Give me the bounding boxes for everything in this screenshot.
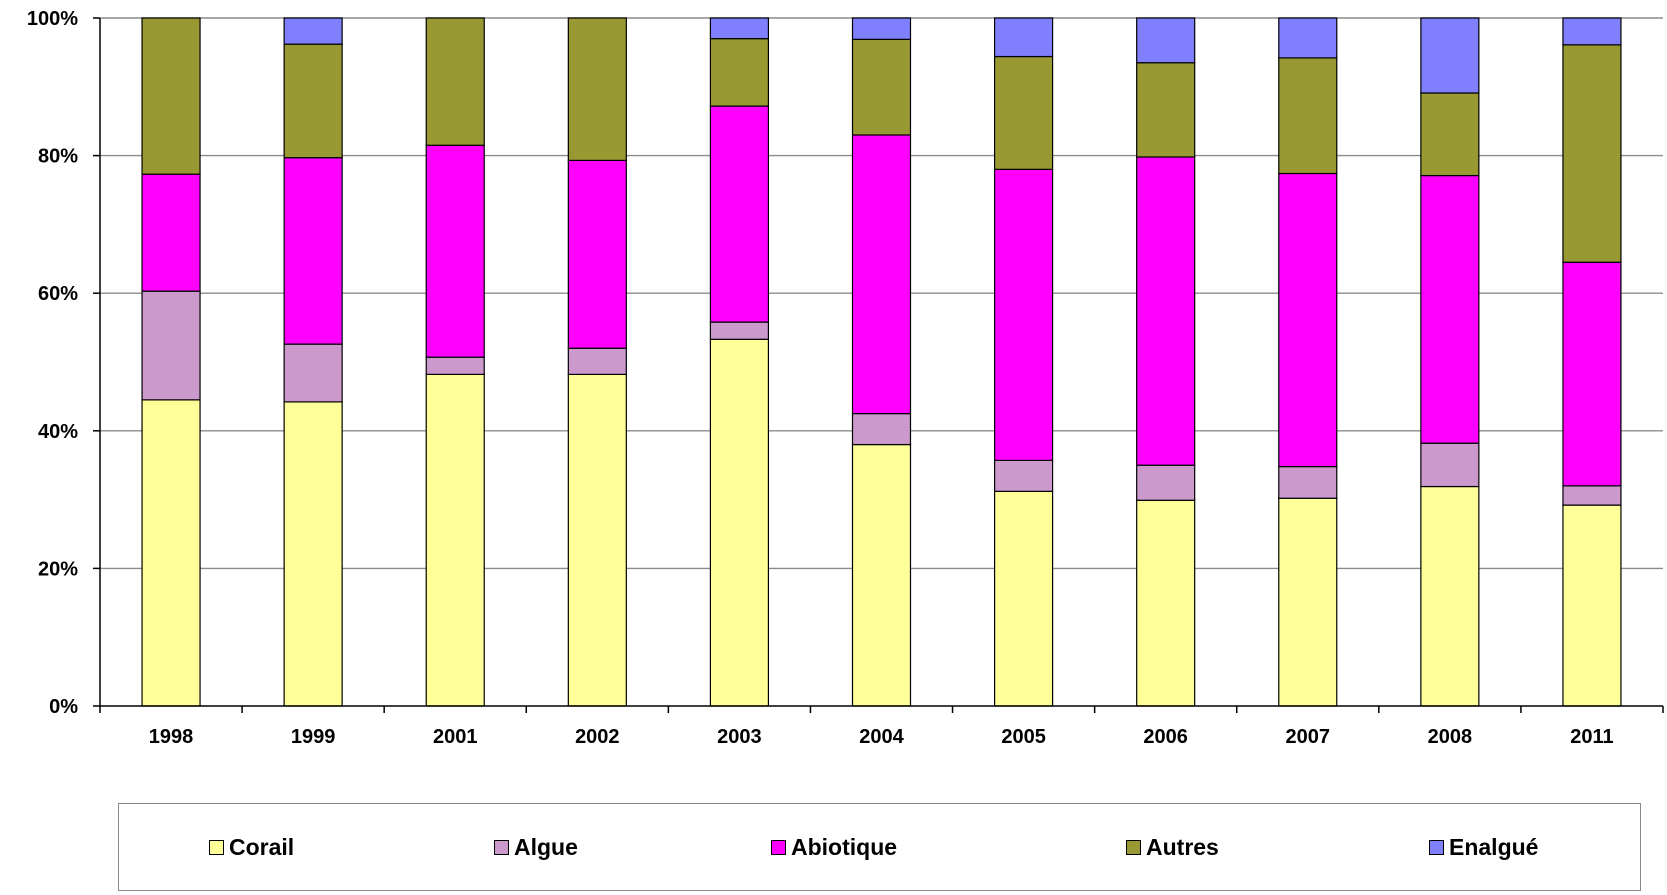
bar-segment-corail-2001: [425, 373, 485, 707]
bar-segment-abiotique-2002: [567, 159, 627, 349]
x-tick-label: 2008: [1428, 726, 1473, 748]
bar-segment-abiotique-1999: [283, 157, 343, 345]
bar-segment-abiotique-2006: [1136, 156, 1196, 466]
bar-segment-corail-2004: [851, 443, 912, 707]
bar-segment-abiotique-2011: [1562, 261, 1622, 487]
bar-segment-enalgue-2011: [1562, 17, 1622, 46]
legend-swatch-algue: [494, 840, 509, 855]
x-tick-label: 2003: [717, 726, 762, 748]
bar-segment-corail-2008: [1420, 485, 1480, 707]
bar-segment-autres-2008: [1420, 92, 1480, 177]
bar-segment-enalgue-2004: [851, 17, 912, 40]
legend: Corail Algue Abiotique Autres Enalgué: [118, 803, 1641, 891]
bar-segment-algue-2003: [709, 321, 770, 340]
bar-segment-algue-1999: [283, 343, 343, 403]
bar-segment-algue-2004: [851, 413, 912, 446]
bar-segment-algue-2006: [1136, 464, 1196, 501]
bar-segment-corail-2003: [709, 338, 770, 707]
y-tick-labels: 0% 20% 40% 60% 80% 100%: [27, 8, 78, 718]
legend-label-enalgue: Enalgué: [1449, 834, 1539, 860]
bar-segment-abiotique-2003: [709, 105, 770, 323]
x-tick-label: 2011: [1570, 726, 1613, 748]
bar-segment-algue-2011: [1562, 485, 1622, 506]
bar-segment-corail-2007: [1278, 497, 1338, 707]
bar-segment-autres-2002: [567, 17, 627, 162]
stacked-bar-chart: 0% 20% 40% 60% 80% 100% 1998 1999 2001 2002 2003 2…: [27, 8, 1664, 748]
bar-segment-enalgue-2005: [993, 17, 1054, 58]
axes: [93, 17, 1664, 713]
bar-segment-abiotique-2001: [425, 144, 485, 358]
legend-swatch-enalgue: [1429, 840, 1444, 855]
bar-segment-algue-1998: [141, 290, 201, 401]
x-tick-label: 2005: [1001, 726, 1046, 748]
bar-segment-enalgue-2006: [1136, 17, 1196, 64]
legend-label-autres: Autres: [1146, 834, 1219, 860]
legend-swatch-abiotique: [771, 840, 786, 855]
x-tick-label: 2007: [1286, 726, 1331, 748]
y-tick-label: 100%: [27, 8, 78, 30]
bar-segment-algue-2008: [1420, 442, 1480, 488]
x-tick-label: 2001: [433, 726, 478, 748]
bars: [141, 17, 1622, 707]
legend-item-corail: Corail: [209, 834, 294, 861]
legend-label-abiotique: Abiotique: [791, 834, 898, 860]
y-tick-label: 0%: [49, 696, 78, 718]
bar-segment-autres-2006: [1136, 62, 1196, 158]
bar-segment-enalgue-2003: [709, 17, 770, 40]
bar-segment-enalgue-1999: [283, 17, 343, 45]
y-tick-label: 80%: [38, 146, 78, 168]
legend-item-algue: Algue: [494, 834, 578, 861]
x-tick-label: 1999: [291, 726, 336, 748]
bar-segment-autres-2004: [851, 38, 912, 136]
bar-segment-algue-2005: [993, 459, 1054, 492]
bar-segment-corail-1999: [283, 401, 343, 707]
legend-swatch-autres: [1126, 840, 1141, 855]
bar-segment-abiotique-2007: [1278, 172, 1338, 468]
legend-item-autres: Autres: [1126, 834, 1219, 861]
bar-segment-enalgue-2008: [1420, 17, 1480, 94]
bar-segment-autres-2001: [425, 17, 485, 146]
bar-segment-corail-2005: [993, 490, 1054, 707]
x-tick-labels: 1998 1999 2001 2002 2003 2004 2005 2006 2007 2008…: [149, 726, 1614, 748]
bar-segment-corail-2002: [567, 373, 627, 707]
bar-segment-autres-2007: [1278, 57, 1338, 175]
y-tick-label: 20%: [38, 558, 78, 580]
x-tick-label: 1998: [149, 726, 194, 748]
bar-segment-abiotique-2004: [851, 134, 912, 415]
bar-segment-autres-2003: [709, 38, 770, 107]
bar-segment-enalgue-2007: [1278, 17, 1338, 59]
bar-segment-algue-2002: [567, 347, 627, 375]
bar-segment-algue-2001: [425, 356, 485, 375]
legend-label-corail: Corail: [229, 834, 295, 860]
bar-segment-autres-2005: [993, 55, 1054, 170]
bar-segment-corail-2011: [1562, 504, 1622, 707]
x-tick-label: 2006: [1143, 726, 1188, 748]
legend-item-enalgue: Enalgué: [1429, 834, 1538, 861]
y-tick-label: 60%: [38, 283, 78, 305]
legend-label-algue: Algue: [514, 834, 578, 860]
bar-segment-corail-2006: [1136, 499, 1196, 707]
bar-segment-autres-1998: [141, 17, 201, 175]
bar-segment-abiotique-1998: [141, 173, 201, 292]
legend-swatch-corail: [209, 840, 224, 855]
bar-segment-abiotique-2008: [1420, 174, 1480, 444]
bar-segment-corail-1998: [141, 399, 201, 707]
bar-segment-algue-2007: [1278, 465, 1338, 499]
bar-segment-autres-2011: [1562, 44, 1622, 263]
bar-segment-autres-1999: [283, 43, 343, 159]
x-tick-label: 2004: [859, 726, 904, 748]
bar-segment-abiotique-2005: [993, 168, 1054, 461]
y-tick-label: 40%: [38, 421, 78, 443]
x-tick-label: 2002: [575, 726, 620, 748]
legend-item-abiotique: Abiotique: [771, 834, 897, 861]
